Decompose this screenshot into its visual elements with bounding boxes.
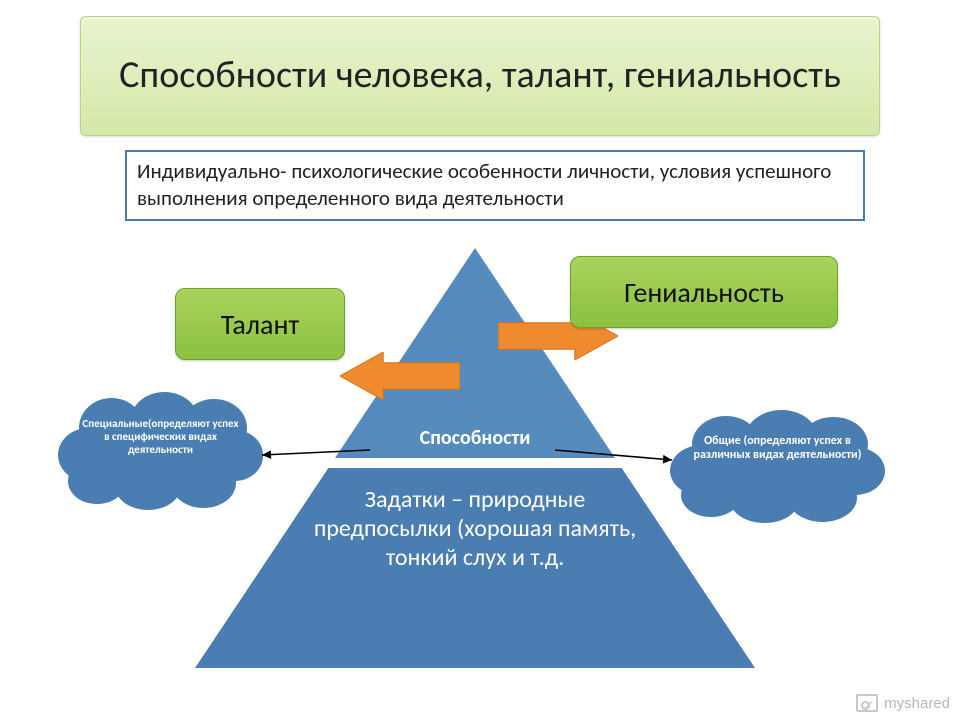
watermark: myshared [856,694,950,712]
badge-talant: Талант [175,288,345,360]
cloud-left: Специальные(определяют успех в специфиче… [58,392,263,512]
thin-arrow-right [545,440,682,470]
slide-title-text: Способности человека, талант, гениальнос… [119,54,841,98]
cloud-left-text: Специальные(определяют успех в специфиче… [79,418,243,456]
badge-talant-text: Талант [221,307,300,342]
thin-arrow-left [252,440,380,465]
watermark-text: myshared [884,695,950,712]
slide-title: Способности человека, талант, гениальнос… [80,16,880,136]
block-arrow-left [340,352,460,400]
pyramid-bottom-label: Задатки – природные предпосылки (хорошая… [295,486,655,572]
watermark-icon [856,694,878,712]
cloud-right: Общие (определяют успех в различных вида… [670,410,885,525]
cloud-right-text: Общие (определяют успех в различных вида… [692,435,864,463]
subtitle-text: Индивидуально- психологические особеннос… [137,158,831,211]
badge-genialnost-text: Гениальность [624,275,784,310]
badge-genialnost: Гениальность [570,256,838,328]
subtitle-box: Индивидуально- психологические особеннос… [125,150,865,221]
